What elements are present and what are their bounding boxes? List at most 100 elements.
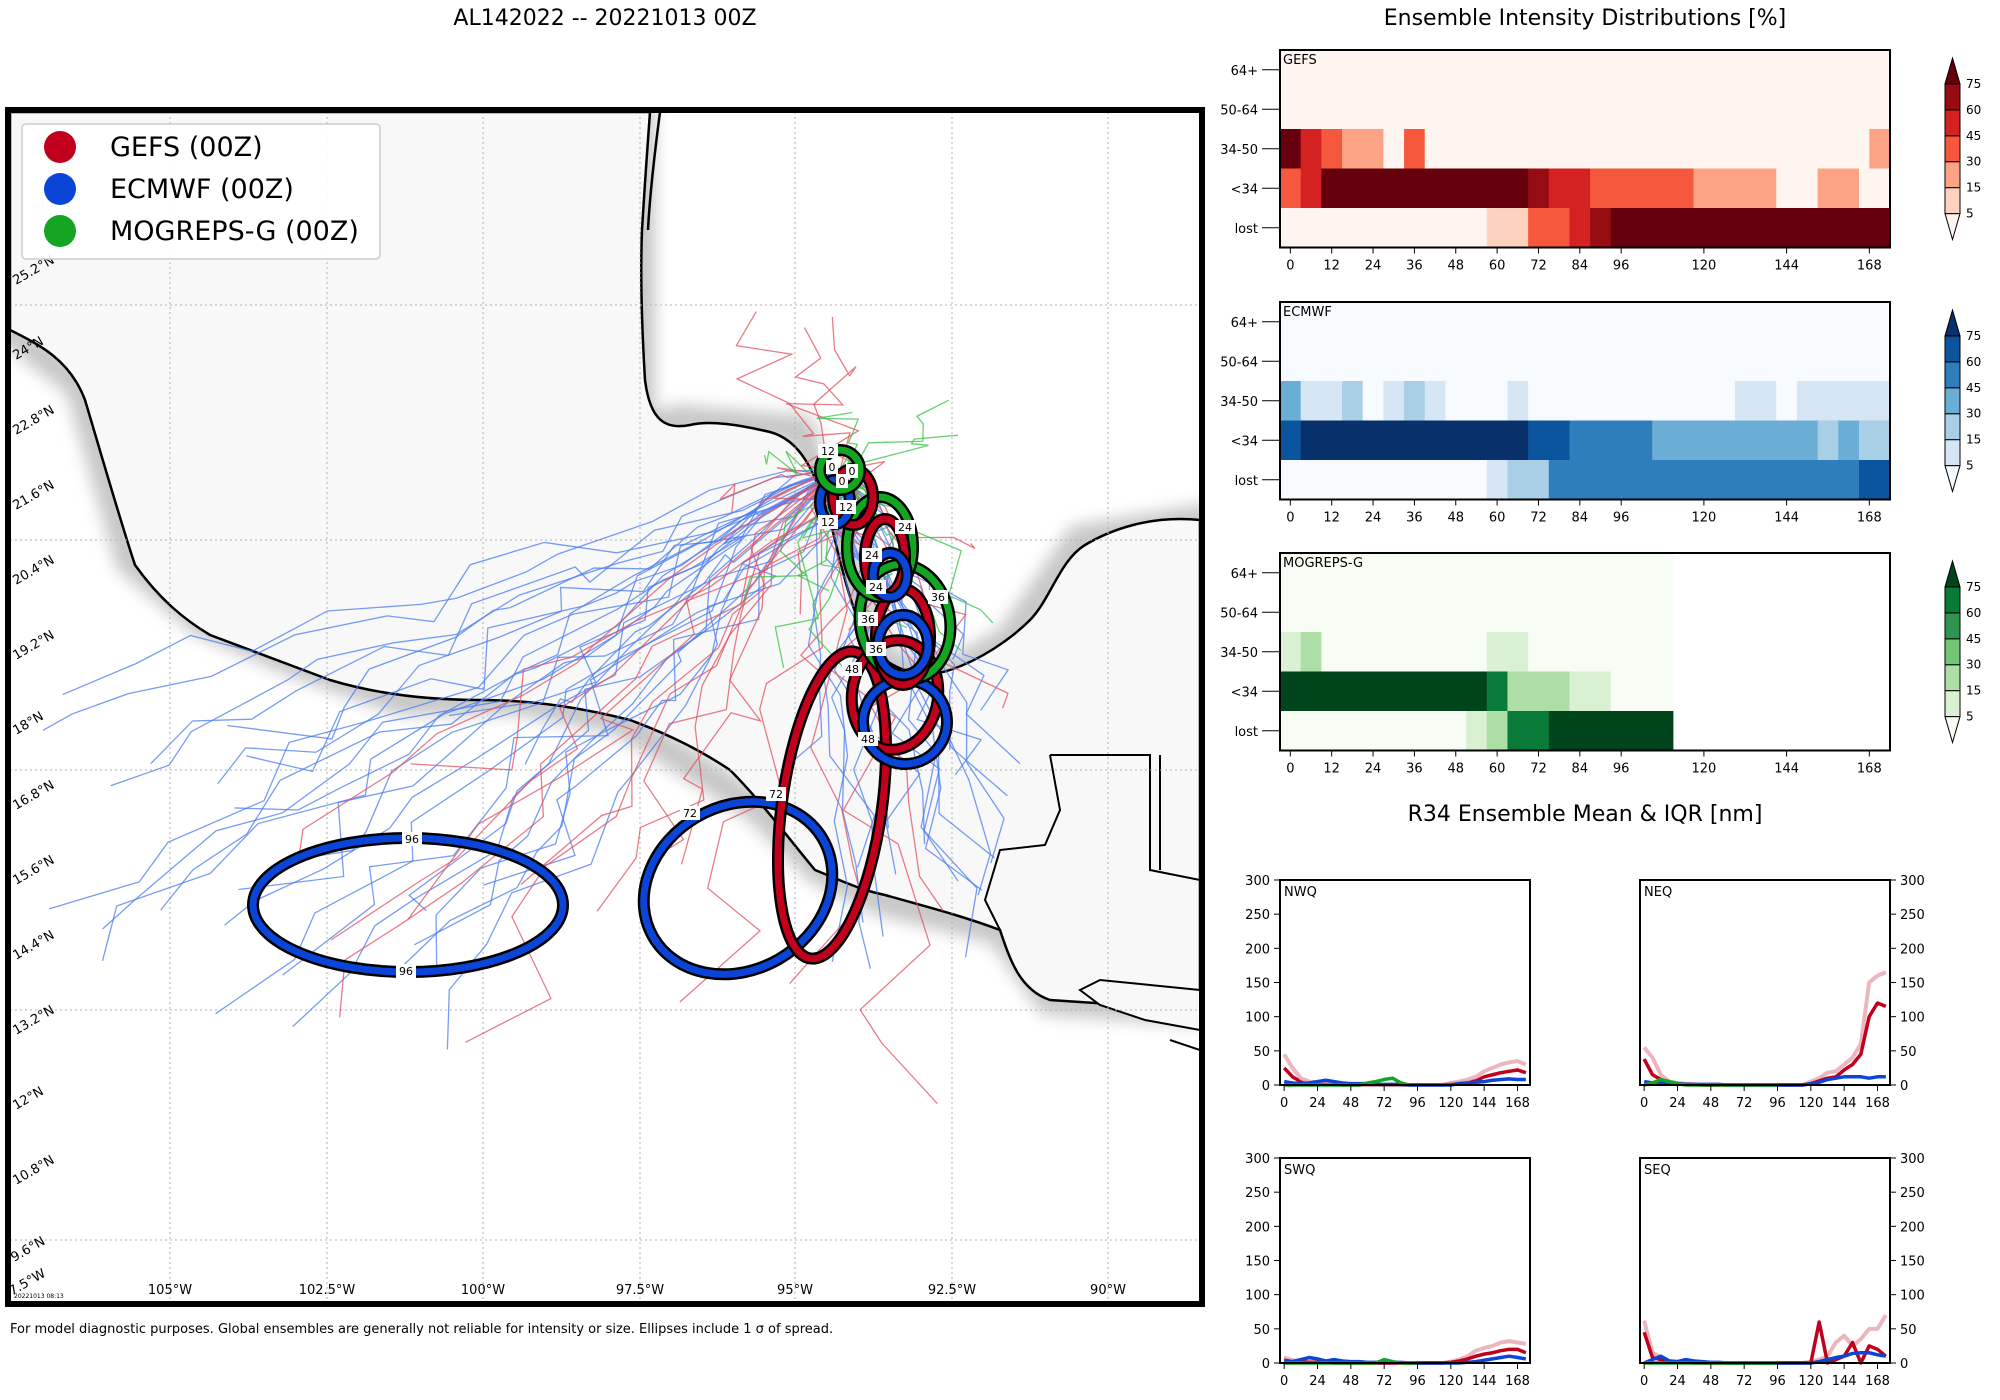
colorbar-segment <box>1944 716 1961 745</box>
panel-label: SWQ <box>1284 1163 1315 1178</box>
heatmap-cell <box>1734 381 1777 421</box>
x-tick-label: 12 <box>1323 259 1340 274</box>
row-label: <34 <box>1231 434 1258 449</box>
svg-text:48: 48 <box>861 733 875 746</box>
x-tick-label: 48 <box>1703 1374 1720 1389</box>
y-tick-label: 200 <box>1245 942 1270 957</box>
heatmap-cell <box>1280 302 1891 342</box>
heatmap-cell <box>1280 420 1302 461</box>
x-tick-label: 96 <box>1613 259 1630 274</box>
ellipse-mogreps-12 <box>814 444 866 496</box>
colorbar-tick-label: 75 <box>1966 329 1981 343</box>
colorbar-segment <box>1944 361 1961 389</box>
r34-nwq: NWQ 0 24 48 72 96 120 144 168 0 50 100 150 200 250 300 <box>1245 874 1531 1111</box>
lon-label: 95°W <box>777 1283 813 1298</box>
x-tick-label: 120 <box>1691 511 1716 526</box>
row-label: 50-64 <box>1220 606 1258 621</box>
y-tick-label: 150 <box>1900 1255 1925 1270</box>
label-12-gefs: 12 <box>836 500 856 514</box>
x-tick-label: 96 <box>1769 1374 1786 1389</box>
colorbar-segment <box>1944 109 1961 137</box>
colorbar-segment <box>1944 690 1961 718</box>
colorbar-segment <box>1944 161 1961 189</box>
y-tick-label: 300 <box>1245 1152 1270 1167</box>
colorbar-segment <box>1944 56 1961 85</box>
row-label: 64+ <box>1231 64 1258 79</box>
x-tick-label: 168 <box>1857 511 1882 526</box>
y-tick-label: 150 <box>1245 1255 1270 1270</box>
x-tick-label: 72 <box>1530 259 1547 274</box>
x-tick-label: 24 <box>1669 1374 1686 1389</box>
svg-text:36: 36 <box>861 613 875 626</box>
x-tick-label: 120 <box>1798 1096 1823 1111</box>
heatmap-cell <box>1445 381 1508 421</box>
heatmap-cell <box>1486 671 1508 712</box>
track-line <box>520 469 841 885</box>
x-tick-label: 0 <box>1286 259 1294 274</box>
x-tick-label: 60 <box>1489 259 1506 274</box>
colorbar-tick-label: 30 <box>1966 658 1981 672</box>
colorbar-segment <box>1944 83 1961 111</box>
colorbar-tick-label: 30 <box>1966 155 1981 169</box>
heatmap-cell <box>1404 381 1426 421</box>
colorbar-tick-label: 5 <box>1966 710 1974 724</box>
label-72-ecmwf: 72 <box>680 806 700 820</box>
heatmap-frame <box>1279 49 1891 249</box>
heatmap-cell <box>1300 381 1343 421</box>
heatmap-cell <box>1652 420 1819 461</box>
y-tick-label: 0 <box>1900 1079 1908 1094</box>
heatmap-cell <box>1383 129 1405 169</box>
row-label: <34 <box>1231 182 1258 197</box>
track-map: 96 96 72 72 48 48 36 36 24 24 12 12 12 0… <box>5 107 1205 1307</box>
y-tick-label: 300 <box>1245 874 1270 889</box>
svg-text:48: 48 <box>845 663 859 676</box>
heatmap-frame <box>1279 552 1891 752</box>
heatmap-cell <box>1321 168 1529 209</box>
r34-seq: SEQ 0 24 48 72 96 120 144 168 0 50 100 150 200 250 300 <box>1639 1152 1925 1389</box>
x-tick-label: 24 <box>1365 259 1382 274</box>
y-tick-label: 50 <box>1253 1323 1270 1338</box>
x-tick-label: 0 <box>1286 511 1294 526</box>
x-tick-label: 168 <box>1505 1374 1530 1389</box>
track-line <box>292 469 841 1028</box>
track-line <box>160 469 841 911</box>
colorbar-tick-label: 75 <box>1966 580 1981 594</box>
colorbar-segment <box>1944 664 1961 692</box>
svg-text:96: 96 <box>399 965 413 978</box>
heatmap-cell <box>1869 129 1891 169</box>
label-72-gefs: 72 <box>766 787 786 801</box>
colorbar-segment <box>1944 439 1961 467</box>
x-tick-label: 168 <box>1857 762 1882 777</box>
panel-label: SEQ <box>1644 1163 1671 1178</box>
x-tick-label: 72 <box>1376 1374 1393 1389</box>
heatmap-cell <box>1858 420 1891 461</box>
label-0-ecmwf: 0 <box>836 474 848 488</box>
x-tick-label: 120 <box>1691 259 1716 274</box>
row-label: 64+ <box>1231 316 1258 331</box>
heatmap-cell <box>1342 381 1364 421</box>
x-tick-label: 24 <box>1309 1096 1326 1111</box>
lon-labels: 107.5°W 105°W 102.5°W 100°W 97.5°W 95°W … <box>10 1266 1126 1302</box>
x-tick-label: 48 <box>1703 1096 1720 1111</box>
heatmap-cell <box>1507 711 1550 751</box>
heatmap-cell <box>1280 341 1891 382</box>
panel-label: NWQ <box>1284 885 1317 900</box>
heatmap-cell <box>1280 208 1488 248</box>
track-line <box>234 469 841 811</box>
colorbar-segment <box>1944 335 1961 363</box>
track-line <box>62 469 841 696</box>
legend-label-gefs: GEFS (00Z) <box>110 132 263 163</box>
track-line <box>150 469 841 765</box>
heatmap-cell <box>1342 129 1384 169</box>
heatmap-cell <box>1280 460 1488 500</box>
track-line <box>110 469 841 787</box>
svg-text:24: 24 <box>869 581 883 594</box>
x-tick-label: 168 <box>1865 1374 1890 1389</box>
legend-label-mogreps: MOGREPS-G (00Z) <box>110 216 359 247</box>
x-tick-label: 0 <box>1280 1096 1288 1111</box>
heatmap-cell <box>1528 632 1674 672</box>
heatmap-cell <box>1466 711 1488 751</box>
r34-neq: NEQ 0 24 48 72 96 120 144 168 0 50 100 150 200 250 300 <box>1639 874 1925 1111</box>
colorbar-tick-label: 60 <box>1966 606 1981 620</box>
panel-label: ECMWF <box>1283 305 1332 320</box>
